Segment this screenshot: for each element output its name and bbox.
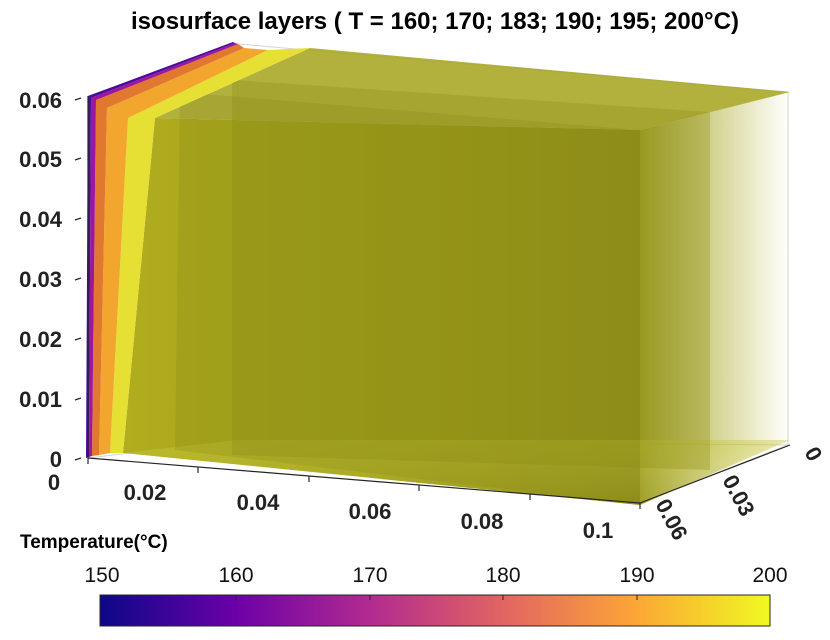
x-tick-label: 0.02 xyxy=(124,480,167,505)
z-tick-mark xyxy=(74,337,82,341)
z-tick-mark xyxy=(74,457,82,461)
z-tick-label: 0 xyxy=(50,447,62,472)
z-tick-label: 0.05 xyxy=(19,147,62,172)
z-tick-label: 0.01 xyxy=(19,387,62,412)
isosurface-200-side xyxy=(640,92,790,505)
colorbar-tick-label: 200 xyxy=(752,564,787,587)
z-tick-mark xyxy=(74,217,82,221)
colorbar-tick-label: 170 xyxy=(352,564,387,587)
z-tick-label: 0.02 xyxy=(19,327,62,352)
y-axis-line xyxy=(639,444,791,504)
colorbar-tick-label: 180 xyxy=(485,564,520,587)
z-tick-label: 0.04 xyxy=(19,207,63,232)
colorbar-tick-label: 160 xyxy=(218,564,253,587)
colorbar: Temperature(°C) 150 160 170 180 190 200 xyxy=(20,532,788,627)
chart-title: isosurface layers ( T = 160; 170; 183; 1… xyxy=(131,8,739,35)
y-tick-label: 0.03 xyxy=(718,471,760,521)
z-tick-labels: 0.06 0.05 0.04 0.03 0.02 0.01 0 xyxy=(19,88,63,472)
y-tick-label: 0 xyxy=(800,443,828,466)
z-tick-marks xyxy=(74,97,82,461)
isosurface-volume xyxy=(86,42,790,505)
inner-plate-a xyxy=(232,80,710,470)
z-tick-label: 0.03 xyxy=(19,267,62,292)
isosurface-200-front xyxy=(123,118,640,505)
x-tick-label: 0.04 xyxy=(237,490,281,515)
z-tick-mark xyxy=(74,277,82,281)
z-tick-mark xyxy=(74,157,82,161)
x-tick-label: 0.1 xyxy=(583,518,614,543)
colorbar-gradient xyxy=(99,594,771,627)
colorbar-label: Temperature(°C) xyxy=(20,532,168,553)
x-tick-label: 0 xyxy=(48,470,60,495)
isosurface-200-bottom xyxy=(123,440,790,505)
axes xyxy=(87,96,791,504)
x-tick-label: 0.08 xyxy=(461,509,504,534)
x-tick-marks xyxy=(87,458,641,509)
x-axis-line xyxy=(87,457,641,504)
x-tick-labels: 0 0.02 0.04 0.06 0.08 0.1 xyxy=(48,470,613,543)
colorbar-tick-label: 150 xyxy=(84,564,119,587)
colorbar-tick-label: 190 xyxy=(619,564,654,587)
z-tick-mark xyxy=(74,397,82,401)
isosurface-200-top xyxy=(155,48,790,130)
x-tick-label: 0.06 xyxy=(349,499,392,524)
z-tick-mark xyxy=(74,97,82,101)
y-tick-label: 0.06 xyxy=(651,495,693,545)
colorbar-tick-marks xyxy=(235,595,638,600)
inner-plate-b xyxy=(175,92,640,505)
z-tick-label: 0.06 xyxy=(19,88,62,113)
colorbar-tick-labels: 150 160 170 180 190 200 xyxy=(84,564,787,587)
